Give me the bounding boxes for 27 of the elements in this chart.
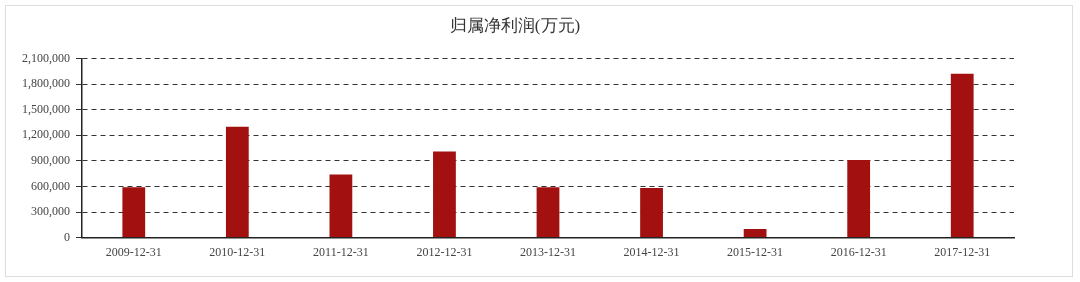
y-tick-label: 2,100,000 [22,50,70,65]
bar [950,73,974,238]
y-tick-label: 1,800,000 [22,76,70,91]
x-tick-label: 2014-12-31 [623,244,680,259]
bar [536,187,560,238]
x-tick-label: 2010-12-31 [209,244,266,259]
y-tick-label: 300,000 [31,204,70,219]
bar [743,229,767,238]
x-tick-label: 2017-12-31 [934,244,991,259]
x-tick-label: 2012-12-31 [416,244,473,259]
bar [640,188,663,238]
y-tick-label: 900,000 [31,152,70,167]
y-tick-label: 600,000 [31,178,70,193]
bar [329,174,353,238]
x-tick-label: 2015-12-31 [727,244,784,259]
x-tick-label: 2016-12-31 [830,244,887,259]
bar [122,187,146,238]
bar [225,126,249,238]
x-tick-label: 2013-12-31 [520,244,576,259]
chart-title: 归属净利润(万元) [449,15,581,35]
x-tick-label: 2011-12-31 [313,244,369,259]
bar [847,159,871,238]
y-tick-label: 0 [64,229,70,244]
bar [433,151,456,238]
y-tick-label: 1,500,000 [22,101,70,116]
y-tick-label: 1,200,000 [22,127,70,142]
x-tick-label: 2009-12-31 [105,244,162,259]
